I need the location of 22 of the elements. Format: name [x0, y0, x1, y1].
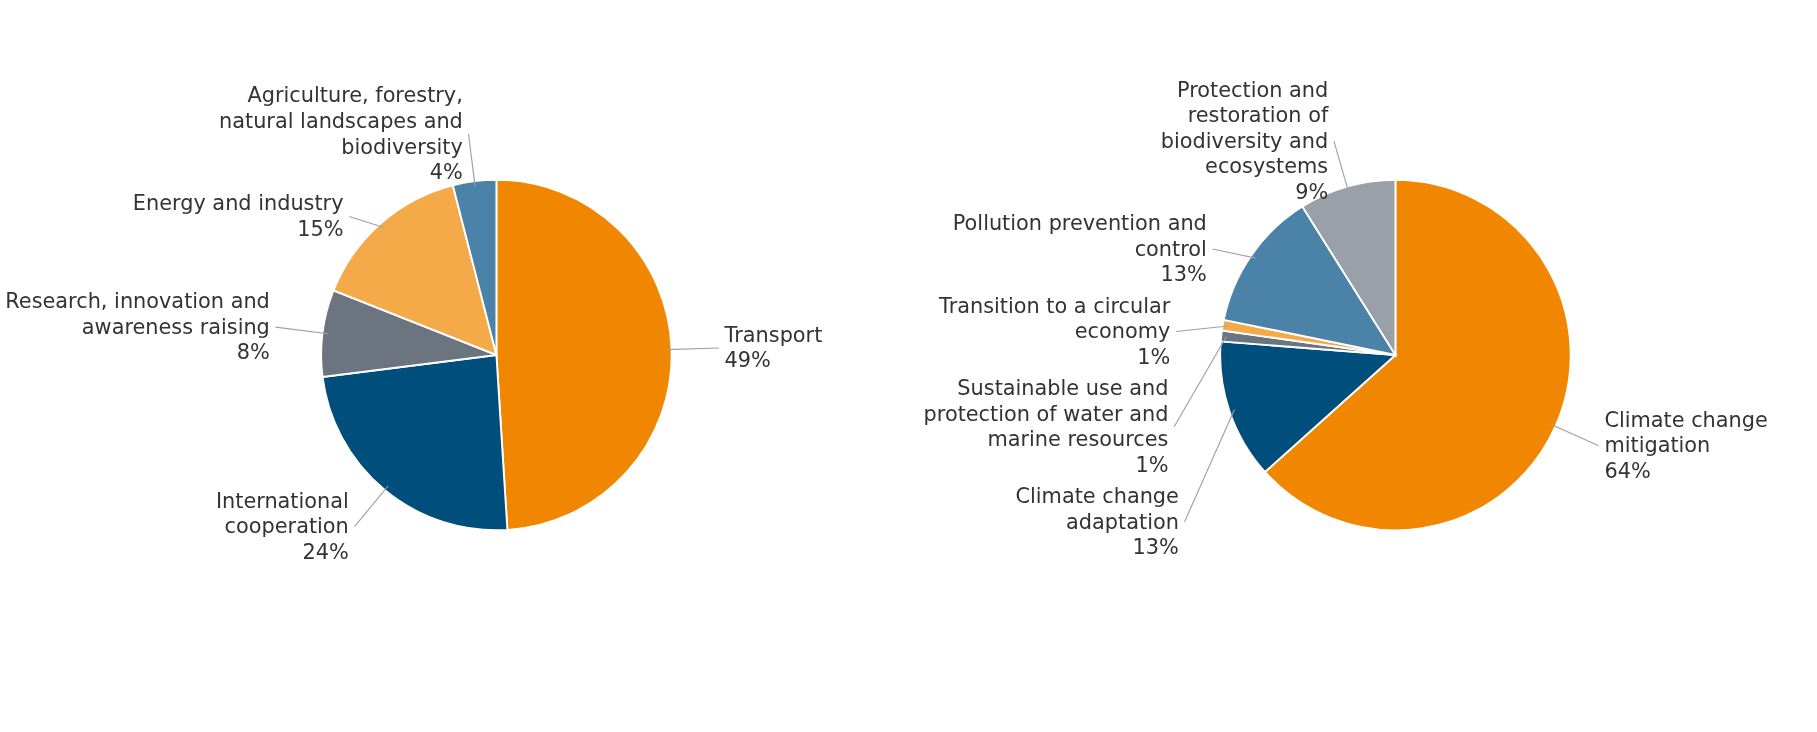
data-label: 64% [1604, 458, 1651, 483]
slice-label: Transition to a circular economy [938, 293, 1171, 344]
data-label: 24% [302, 539, 349, 564]
slice-label: Transport [723, 322, 823, 347]
slice-label: Pollution prevention and control [952, 211, 1207, 261]
slice-label: Sustainable use and protection of water and marine resources [923, 375, 1169, 452]
slice-label: International cooperation [215, 488, 349, 539]
data-label: 1% [1135, 452, 1169, 477]
data-label: 9% [1295, 179, 1329, 204]
slice-label: Research, innovation and awareness raising [5, 289, 270, 339]
data-label: 4% [429, 160, 463, 185]
data-label: 15% [297, 216, 344, 241]
slice-label: Agriculture, forestry, natural landscapes and biodiversity [219, 83, 463, 159]
data-label: 49% [724, 348, 771, 373]
slice-label: Protection and restoration of biodiversity and ecosystems [1160, 77, 1329, 179]
data-label: 8% [236, 340, 270, 365]
data-label: 13% [1160, 262, 1207, 287]
slice-label: Climate change mitigation [1604, 407, 1768, 458]
slice-label: Climate change adaptation [1015, 483, 1179, 534]
data-label: 1% [1137, 344, 1171, 369]
slice-label: Energy and industry [132, 191, 344, 216]
data-label: 13% [1132, 535, 1179, 560]
